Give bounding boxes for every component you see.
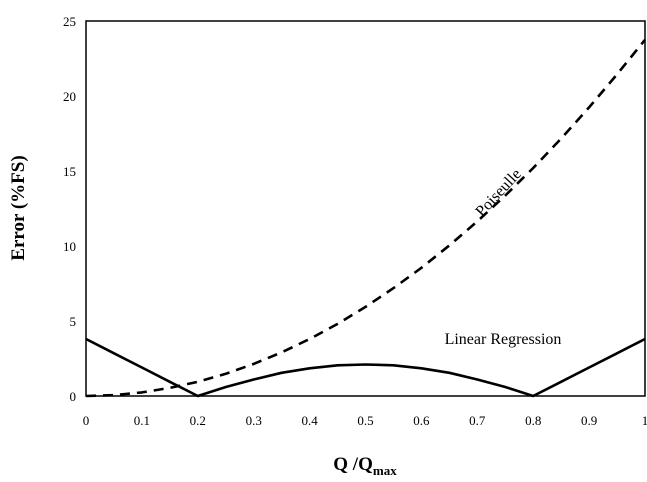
x-tick-label: 0.9: [581, 413, 597, 428]
x-tick-label: 0.2: [190, 413, 206, 428]
y-tick-label: 20: [63, 89, 76, 104]
series-line-linear-regression: [85, 337, 646, 398]
x-tick-label: 0.6: [413, 413, 430, 428]
plot-area: [85, 20, 646, 397]
y-axis-label: Error (%FS): [8, 155, 29, 260]
y-tick-label: 10: [63, 239, 76, 254]
annotation-linear-regression: Linear Regression: [445, 331, 562, 348]
x-tick-label: 0.7: [469, 413, 486, 428]
y-tick-label: 0: [70, 389, 77, 404]
y-tick-label: 15: [63, 164, 76, 179]
x-tick-label: 1: [642, 413, 647, 428]
x-tick-label: 0: [83, 413, 90, 428]
x-axis-label: Q /Qmax: [333, 454, 397, 478]
x-axis-ticks: 0 0.1 0.2 0.3 0.4 0.5 0.6 0.7 0.8 0.9 1: [83, 413, 647, 428]
x-axis-label-subscript: max: [373, 463, 397, 478]
y-axis-ticks: 0 5 10 15 20 25: [63, 14, 76, 404]
y-tick-label: 5: [70, 314, 77, 329]
series-group: [85, 38, 647, 398]
x-tick-label: 0.3: [246, 413, 262, 428]
y-tick-label: 25: [63, 14, 76, 29]
x-tick-label: 0.4: [301, 413, 318, 428]
x-tick-label: 0.1: [134, 413, 150, 428]
x-tick-label: 0.8: [525, 413, 541, 428]
x-axis-label-main: Q /Q: [333, 454, 373, 475]
x-tick-label: 0.5: [357, 413, 373, 428]
